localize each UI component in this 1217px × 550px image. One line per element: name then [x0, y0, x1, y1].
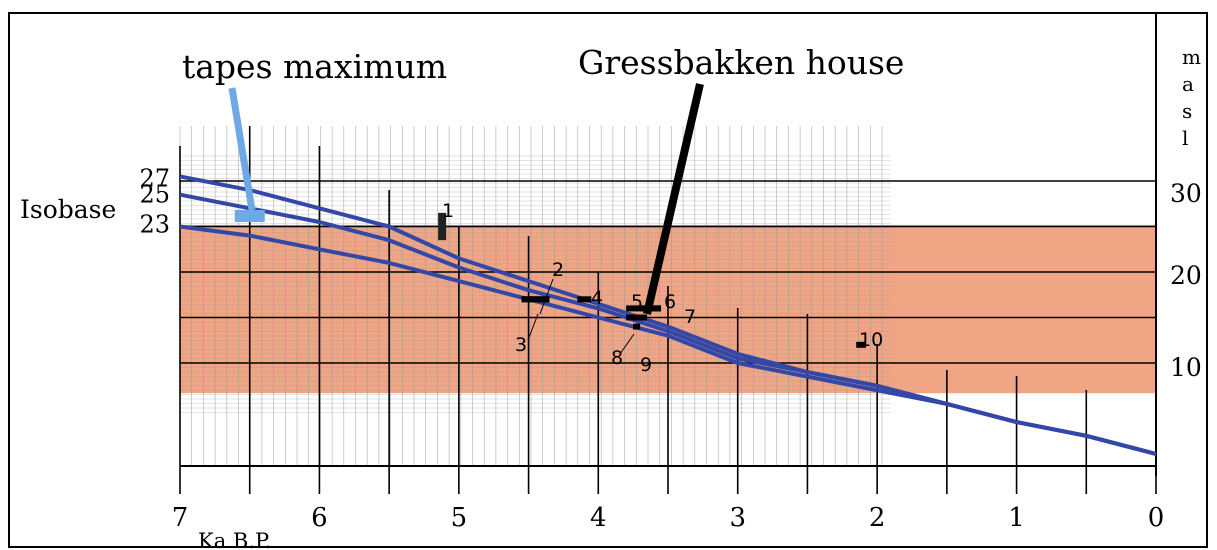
sample-label-6: 6 [664, 291, 676, 313]
tapes-maximum-marker [234, 210, 265, 222]
sample-label-3: 3 [515, 334, 527, 356]
isobase-label: Isobase [20, 195, 116, 224]
y-axis-letter: a [1182, 72, 1194, 96]
y-tick-label: 30 [1170, 179, 1202, 208]
sample-label-7: 7 [684, 306, 696, 328]
x-axis-label: Ka B.P. [198, 529, 272, 550]
x-tick-label: 6 [311, 503, 328, 533]
y-tick-label: 20 [1170, 261, 1202, 290]
sample-10 [856, 341, 866, 348]
sample-label-10: 10 [859, 329, 883, 351]
x-tick-label: 7 [172, 503, 189, 533]
x-tick-label: 4 [590, 503, 607, 533]
sample-9 [633, 323, 641, 330]
sample-7 [654, 305, 662, 312]
isobase-tick-27: 27 [139, 164, 170, 192]
y-axis-letter: s [1182, 99, 1192, 123]
sample-8-leader [619, 333, 635, 355]
y-axis-letter: m [1182, 45, 1201, 69]
sample-label-1: 1 [442, 200, 454, 222]
sample-label-9: 9 [640, 354, 652, 376]
y-axis-letter: l [1182, 126, 1188, 150]
sample-label-5: 5 [631, 291, 643, 313]
gressbakken-arrow [643, 83, 704, 315]
sea-level-chart: tapes maximum Gressbakken house 7 6 5 4 3 2 1 0K… [20, 14, 1202, 550]
sample-label-2: 2 [552, 259, 564, 281]
sample-8 [626, 314, 648, 321]
x-tick-label: 0 [1148, 503, 1165, 533]
gressbakken-label: Gressbakken house [578, 43, 904, 82]
isobase-tick-23: 23 [139, 211, 170, 239]
sample-4 [577, 296, 592, 303]
x-tick-label: 3 [729, 503, 746, 533]
sample-3 [521, 296, 550, 303]
sample-3-leader [527, 313, 539, 341]
curve-23 [179, 224, 1157, 456]
tapes-maximum-label: tapes maximum [182, 47, 447, 86]
sample-label-8: 8 [611, 347, 623, 369]
x-tick-label: 1 [1008, 503, 1025, 533]
sample-1 [438, 212, 447, 241]
isobase-tick-25: 25 [139, 181, 170, 209]
y-tick-label: 10 [1170, 353, 1202, 382]
sample-label-4: 4 [591, 287, 603, 309]
tapes-maximum-arrow [228, 87, 256, 211]
x-tick-label: 5 [451, 503, 468, 533]
sample-2-leader [539, 278, 554, 315]
x-tick-label: 2 [869, 503, 886, 533]
